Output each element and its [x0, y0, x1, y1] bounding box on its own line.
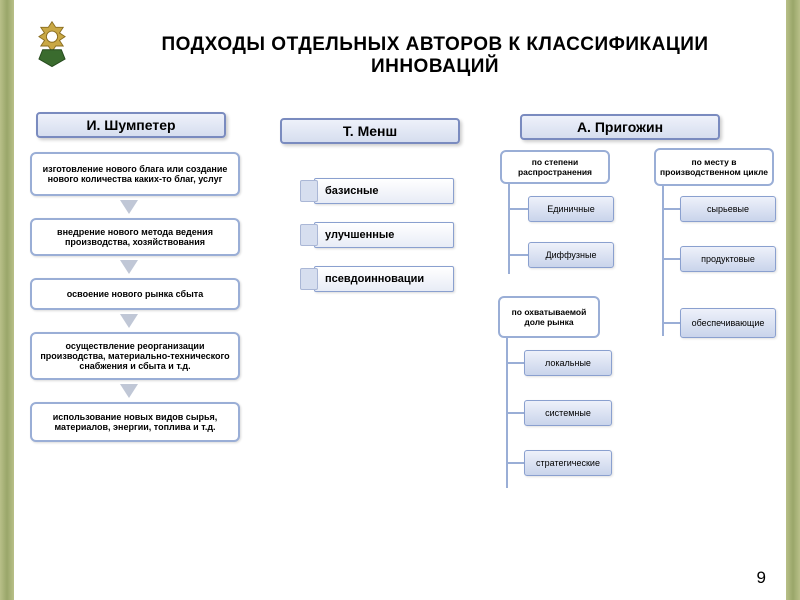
- page-border-left: [0, 0, 14, 600]
- schumpeter-item: освоение нового рынка сбыта: [30, 278, 240, 310]
- mensh-row: улучшенные: [300, 222, 454, 248]
- page-title: ПОДХОДЫ ОТДЕЛЬНЫХ АВТОРОВ К КЛАССИФИКАЦИ…: [100, 34, 770, 78]
- tree-connector: [662, 258, 680, 260]
- tree-node: обеспечивающие: [680, 308, 776, 338]
- tree-node: Диффузные: [528, 242, 614, 268]
- arrow-down-icon: [120, 314, 138, 328]
- schumpeter-item: использование новых видов сырья, материа…: [30, 402, 240, 442]
- tree-header-market: по охватываемой доле рынка: [498, 296, 600, 338]
- arrow-down-icon: [120, 200, 138, 214]
- tree-connector: [662, 208, 680, 210]
- mensh-item: улучшенные: [314, 222, 454, 248]
- tree-connector: [508, 184, 510, 274]
- tree-connector: [508, 208, 528, 210]
- header-prigozhin: А. Пригожин: [520, 114, 720, 140]
- header-schumpeter: И. Шумпетер: [36, 112, 226, 138]
- tree-connector: [506, 412, 524, 414]
- arrow-down-icon: [120, 260, 138, 274]
- tree-node: Единичные: [528, 196, 614, 222]
- tree-node: сырьевые: [680, 196, 776, 222]
- page-border-right: [786, 0, 800, 600]
- schumpeter-item: изготовление нового блага или создание н…: [30, 152, 240, 196]
- tree-node: стратегические: [524, 450, 612, 476]
- tree-header-spread: по степени распространения: [500, 150, 610, 184]
- mensh-item: псевдоинновации: [314, 266, 454, 292]
- header-mensh: Т. Менш: [280, 118, 460, 144]
- tree-connector: [662, 322, 680, 324]
- tree-node: продуктовые: [680, 246, 776, 272]
- tree-connector: [506, 362, 524, 364]
- emblem-icon: [24, 18, 80, 74]
- tree-header-cycle: по месту в производственном цикле: [654, 148, 774, 186]
- tree-node: локальные: [524, 350, 612, 376]
- mensh-row: псевдоинновации: [300, 266, 454, 292]
- schumpeter-item: внедрение нового метода ведения производ…: [30, 218, 240, 256]
- tree-node: системные: [524, 400, 612, 426]
- mensh-row: базисные: [300, 178, 454, 204]
- tree-connector: [508, 254, 528, 256]
- page-number: 9: [757, 568, 766, 588]
- mensh-item: базисные: [314, 178, 454, 204]
- schumpeter-item: осуществление реорганизации производства…: [30, 332, 240, 380]
- tree-connector: [506, 462, 524, 464]
- arrow-down-icon: [120, 384, 138, 398]
